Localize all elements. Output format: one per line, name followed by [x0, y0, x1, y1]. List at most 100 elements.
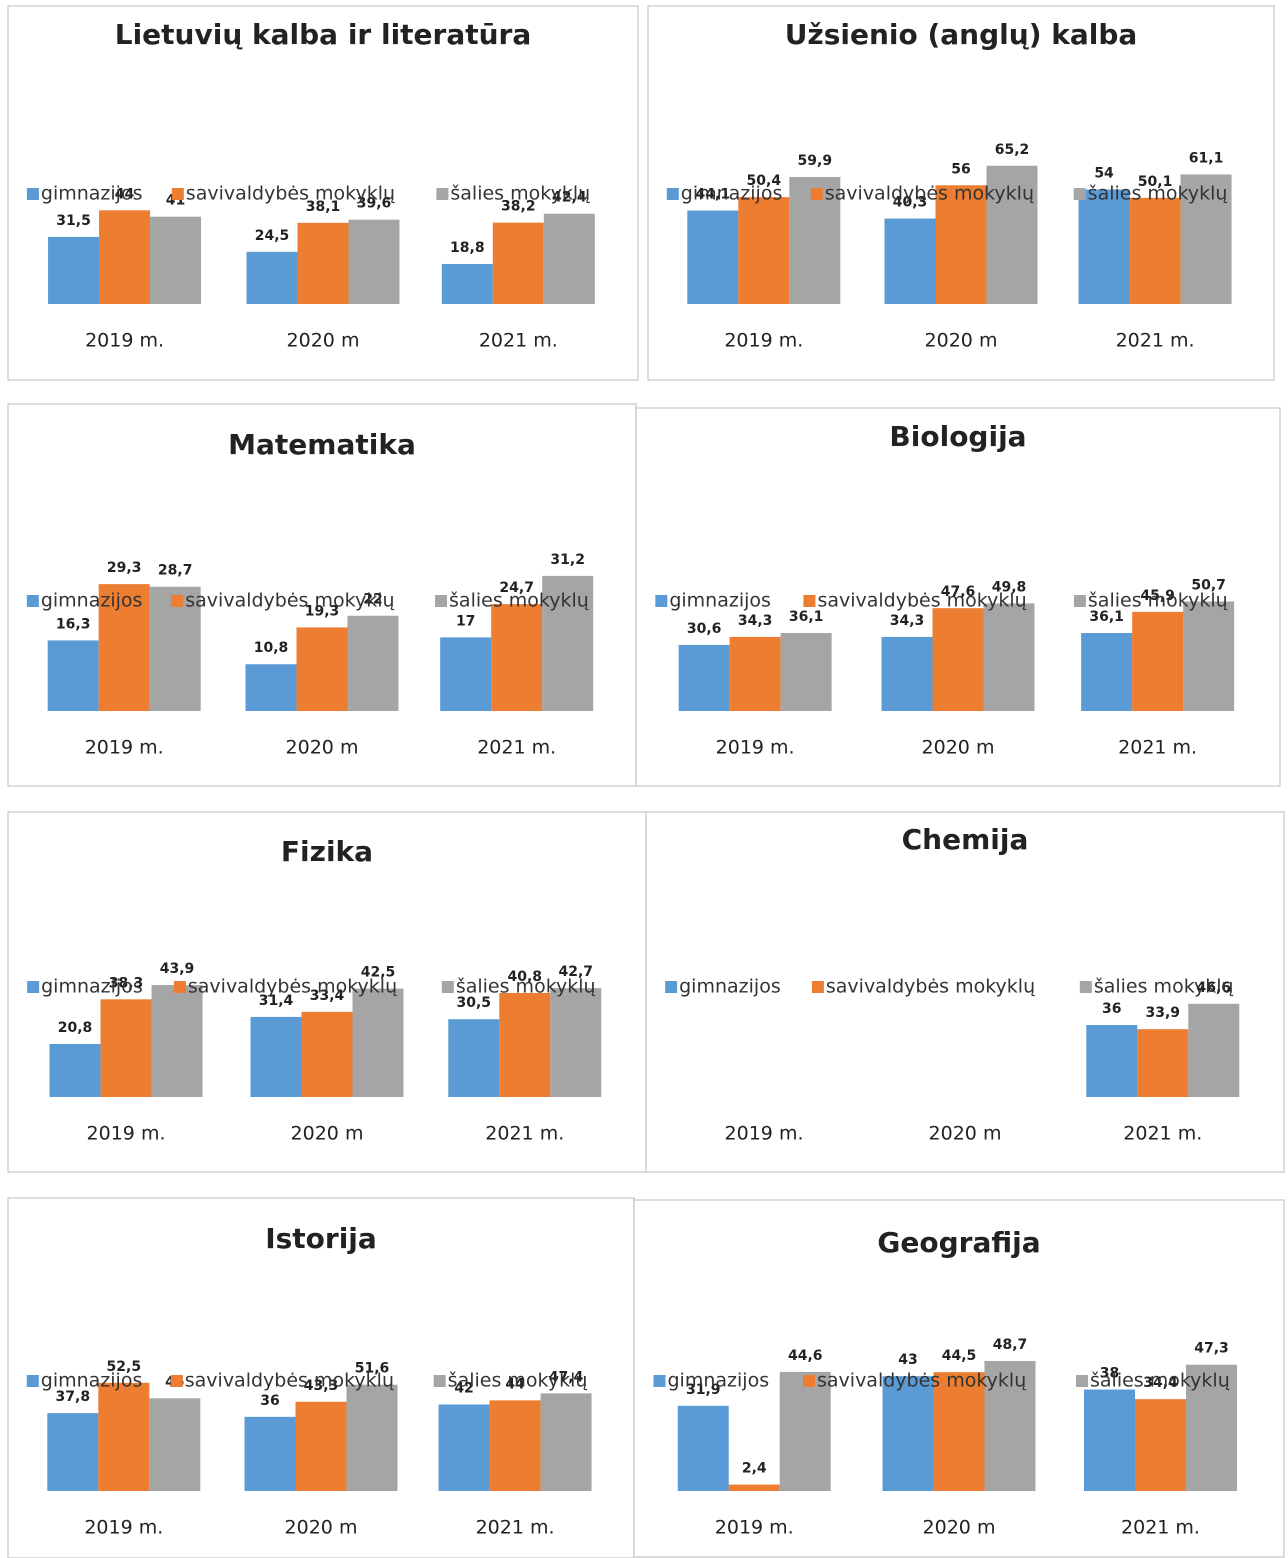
value-label: 42,5 — [361, 965, 396, 981]
bar — [348, 219, 400, 304]
legend-label: šalies mokyklų — [450, 183, 590, 205]
bar — [244, 1416, 296, 1491]
bar — [543, 213, 595, 304]
bar — [780, 633, 832, 711]
value-label: 50,1 — [1138, 174, 1173, 190]
bar — [100, 999, 152, 1097]
value-label: 36,1 — [789, 609, 824, 625]
bar — [347, 615, 399, 711]
value-label: 37,8 — [56, 1389, 91, 1405]
value-label: 36 — [260, 1393, 279, 1409]
chart-title: Fizika — [281, 835, 373, 868]
chart-title: Matematika — [228, 428, 416, 461]
value-label: 34,3 — [890, 613, 925, 629]
legend-label: gimnazijos — [681, 183, 783, 205]
value-label: 30,6 — [687, 621, 722, 637]
value-label: 31,4 — [259, 993, 294, 1009]
legend-swatch — [803, 1375, 815, 1387]
bar — [448, 1019, 500, 1097]
legend-label: šalies mokyklų — [449, 590, 589, 612]
value-label: 61,1 — [1189, 150, 1224, 166]
bar — [295, 1401, 347, 1491]
bar — [47, 1413, 99, 1491]
bar — [98, 584, 150, 711]
legend-swatch — [26, 595, 39, 607]
panel — [635, 407, 1281, 787]
bar — [250, 1016, 302, 1097]
value-label: 34,3 — [738, 613, 773, 629]
bar — [1132, 611, 1184, 711]
legend-label: gimnazijos — [41, 976, 143, 998]
value-label: 51,6 — [355, 1361, 390, 1377]
value-label: 54 — [1094, 166, 1114, 182]
bar — [728, 1484, 780, 1491]
bar — [150, 216, 202, 304]
legend-label: savivaldybės mokyklų — [826, 976, 1035, 998]
value-label: 44,1 — [696, 187, 731, 203]
bar — [151, 985, 203, 1097]
legend-label: gimnazijos — [668, 1370, 770, 1392]
legend-swatch — [653, 1375, 666, 1387]
value-label: 34,4 — [1143, 1375, 1178, 1391]
bar — [1081, 633, 1133, 711]
panel — [7, 5, 639, 381]
legend-label: šalies mokyklų — [456, 976, 596, 998]
value-label: 49,8 — [992, 579, 1027, 595]
bar — [246, 251, 298, 304]
legend-label: savivaldybės mokyklų — [188, 976, 397, 998]
x-tick-label: 2019 m. — [716, 737, 795, 759]
bar — [1086, 1025, 1138, 1097]
legend-label: savivaldybės mokyklų — [186, 183, 395, 205]
bar — [550, 988, 602, 1097]
legend-swatch — [170, 1375, 183, 1387]
value-label: 29,3 — [107, 560, 142, 576]
legend-swatch — [433, 1375, 446, 1387]
legend-label: gimnazijos — [41, 590, 143, 612]
legend-swatch — [665, 981, 678, 993]
legend-label: savivaldybės mokyklų — [817, 590, 1026, 612]
bar — [245, 664, 297, 711]
bar — [149, 586, 201, 711]
bar — [489, 1400, 541, 1491]
bar — [440, 637, 492, 711]
value-label: 43 — [898, 1352, 917, 1368]
bar — [729, 636, 781, 711]
value-label: 40,3 — [893, 195, 928, 211]
value-label: 33,4 — [310, 988, 345, 1004]
value-label: 33,9 — [1146, 1005, 1181, 1021]
x-tick-label: 2021 m. — [477, 737, 556, 759]
value-label: 39,6 — [357, 196, 392, 212]
value-label: 47,6 — [941, 584, 976, 600]
x-tick-label: 2020 m — [291, 1123, 364, 1145]
value-label: 50,7 — [1191, 577, 1226, 593]
panel — [645, 811, 1285, 1173]
bar — [47, 640, 99, 711]
value-label: 43,3 — [304, 1378, 339, 1394]
chart-title: Chemija — [902, 823, 1029, 856]
bar — [738, 197, 790, 304]
bar — [984, 1360, 1036, 1491]
bar — [1183, 601, 1235, 711]
bar — [297, 222, 349, 304]
x-tick-label: 2020 m — [929, 1123, 1002, 1145]
x-tick-label: 2021 m. — [1116, 330, 1195, 352]
value-label: 43,9 — [160, 961, 195, 977]
bar — [49, 1043, 101, 1097]
legend-swatch — [1073, 595, 1086, 607]
x-tick-label: 2019 m. — [85, 737, 164, 759]
legend-label: šalies mokyklų — [448, 1370, 588, 1392]
chart-title: Geografija — [877, 1226, 1040, 1259]
x-tick-label: 2021 m. — [1121, 1517, 1200, 1539]
value-label: 65,2 — [995, 142, 1030, 158]
bar — [687, 210, 739, 304]
bar — [1180, 174, 1232, 304]
legend-label: šalies mokyklų — [1090, 1370, 1230, 1392]
bar — [438, 1404, 490, 1491]
legend-swatch — [1073, 188, 1086, 200]
value-label: 42 — [454, 1380, 473, 1396]
bar — [779, 1371, 831, 1491]
x-tick-label: 2019 m. — [85, 330, 164, 352]
value-label: 44 — [505, 1376, 525, 1392]
bar — [441, 263, 493, 304]
value-label: 48,7 — [993, 1337, 1028, 1353]
